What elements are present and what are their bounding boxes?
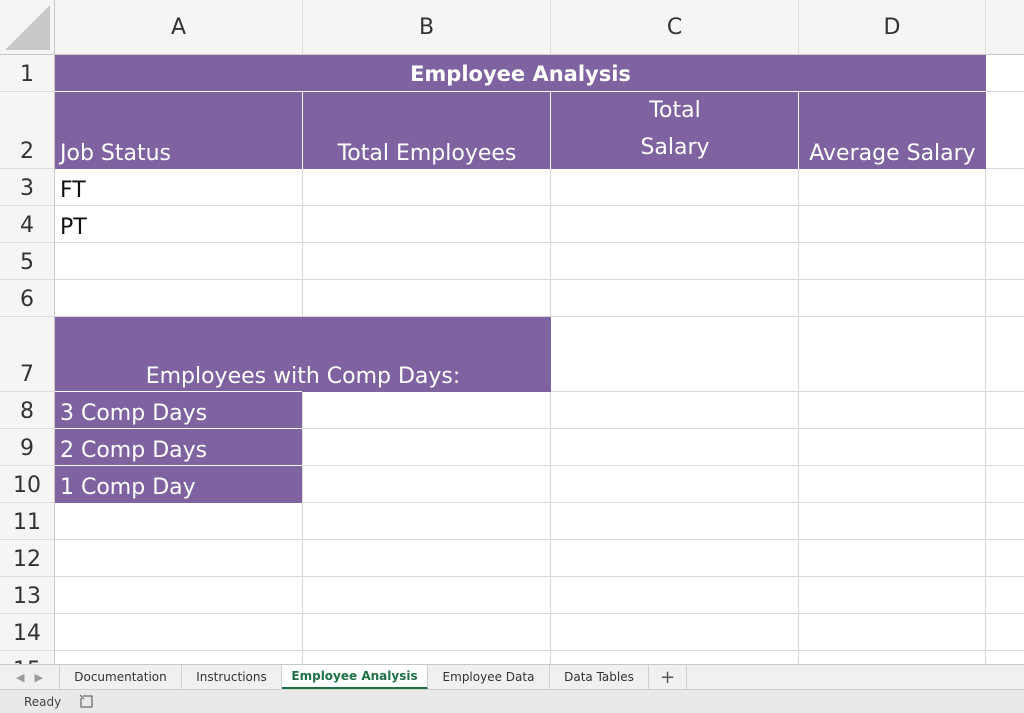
column-label: B bbox=[418, 14, 435, 40]
row-label: 11 bbox=[13, 510, 41, 535]
header-cell-job-status[interactable]: Job Status bbox=[55, 92, 303, 169]
scroll-right-icon[interactable]: ▶ bbox=[34, 670, 43, 684]
row-header-14[interactable]: 14 bbox=[0, 614, 55, 651]
row-label: 10 bbox=[13, 473, 41, 498]
row-header-7[interactable]: 7 bbox=[0, 317, 55, 392]
row-label: 6 bbox=[20, 287, 34, 312]
row-header-10[interactable]: 10 bbox=[0, 466, 55, 503]
comp-days-label: 1 Comp Day bbox=[60, 475, 196, 500]
row-label: 9 bbox=[20, 436, 34, 461]
comp-days-label: 2 Comp Days bbox=[60, 438, 208, 463]
row-label: 13 bbox=[13, 584, 41, 609]
column-header-c[interactable]: C bbox=[551, 0, 799, 55]
tab-instructions[interactable]: Instructions bbox=[182, 665, 282, 689]
row-label: 5 bbox=[20, 250, 34, 275]
row-header-13[interactable]: 13 bbox=[0, 577, 55, 614]
row-header-4[interactable]: 4 bbox=[0, 206, 55, 243]
row-header-9[interactable]: 9 bbox=[0, 429, 55, 466]
header-total-salary-line1: Total bbox=[649, 98, 701, 123]
sheet-title-cell[interactable]: Employee Analysis bbox=[55, 55, 986, 92]
header-cell-total-salary[interactable]: Total Salary bbox=[551, 92, 799, 169]
row-header-3[interactable]: 3 bbox=[0, 169, 55, 206]
header-job-status: Job Status bbox=[60, 141, 172, 166]
status-bar: Ready bbox=[0, 689, 1024, 713]
tab-label: Employee Data bbox=[442, 670, 535, 684]
sheet-tab-bar: ◀ ▶ Documentation Instructions Employee … bbox=[0, 664, 1024, 689]
spreadsheet-grid[interactable]: A B C D 1 2 3 4 5 6 7 8 9 10 11 12 13 14… bbox=[0, 0, 1024, 664]
comp-days-title-cell[interactable]: Employees with Comp Days: bbox=[55, 317, 551, 392]
tab-label: Employee Analysis bbox=[291, 669, 418, 683]
row-label: 14 bbox=[13, 621, 41, 646]
row-header-1[interactable]: 1 bbox=[0, 55, 55, 92]
row-label: 15 bbox=[13, 658, 41, 664]
row-label: 2 bbox=[20, 139, 34, 164]
row-label: 1 bbox=[20, 62, 34, 87]
tab-label: Data Tables bbox=[564, 670, 634, 684]
tab-data-tables[interactable]: Data Tables bbox=[550, 665, 649, 689]
tab-documentation[interactable]: Documentation bbox=[60, 665, 182, 689]
row-header-5[interactable]: 5 bbox=[0, 243, 55, 280]
header-average-salary: Average Salary bbox=[809, 141, 976, 166]
row-label: 3 bbox=[20, 176, 34, 201]
cell-a8[interactable]: 3 Comp Days bbox=[55, 392, 302, 429]
select-all-icon bbox=[5, 5, 50, 50]
row-label: 8 bbox=[20, 399, 34, 424]
macro-record-icon[interactable] bbox=[79, 694, 95, 710]
header-cell-total-employees[interactable]: Total Employees bbox=[303, 92, 551, 169]
row-header-12[interactable]: 12 bbox=[0, 540, 55, 577]
row-header-2[interactable]: 2 bbox=[0, 92, 55, 169]
row-label: 7 bbox=[20, 362, 34, 387]
row-header-8[interactable]: 8 bbox=[0, 392, 55, 429]
cell-a10[interactable]: 1 Comp Day bbox=[55, 466, 302, 503]
sheet-title: Employee Analysis bbox=[410, 61, 631, 86]
tab-label: Documentation bbox=[74, 670, 167, 684]
cell-a3[interactable]: FT bbox=[55, 169, 303, 206]
cell-a4[interactable]: PT bbox=[55, 206, 303, 243]
tab-employee-data[interactable]: Employee Data bbox=[428, 665, 550, 689]
header-total-employees: Total Employees bbox=[337, 141, 517, 166]
column-header-a[interactable]: A bbox=[55, 0, 303, 55]
tab-scroll-controls: ◀ ▶ bbox=[0, 665, 60, 689]
comp-days-title: Employees with Comp Days: bbox=[145, 364, 461, 389]
scroll-left-icon[interactable]: ◀ bbox=[16, 670, 25, 684]
header-total-salary-line2: Salary bbox=[640, 135, 710, 160]
header-cell-average-salary[interactable]: Average Salary bbox=[799, 92, 986, 169]
select-all-button[interactable] bbox=[0, 0, 55, 55]
column-header-d[interactable]: D bbox=[799, 0, 986, 55]
add-sheet-icon: + bbox=[659, 666, 676, 688]
row-header-6[interactable]: 6 bbox=[0, 280, 55, 317]
cell-a9[interactable]: 2 Comp Days bbox=[55, 429, 302, 466]
job-status-value: PT bbox=[60, 215, 87, 240]
row-label: 4 bbox=[20, 213, 34, 238]
comp-days-label: 3 Comp Days bbox=[60, 401, 208, 426]
column-label: D bbox=[883, 14, 901, 40]
row-header-11[interactable]: 11 bbox=[0, 503, 55, 540]
row-header-15[interactable]: 15 bbox=[0, 651, 55, 664]
tab-label: Instructions bbox=[196, 670, 267, 684]
tab-employee-analysis[interactable]: Employee Analysis bbox=[282, 665, 428, 689]
column-label: A bbox=[170, 14, 187, 40]
row-label: 12 bbox=[13, 547, 41, 572]
column-header-b[interactable]: B bbox=[303, 0, 551, 55]
add-sheet-button[interactable]: + bbox=[649, 665, 687, 689]
column-label: C bbox=[666, 14, 683, 40]
column-header-e[interactable] bbox=[986, 0, 1024, 55]
job-status-value: FT bbox=[60, 178, 86, 203]
status-text: Ready bbox=[24, 695, 62, 709]
